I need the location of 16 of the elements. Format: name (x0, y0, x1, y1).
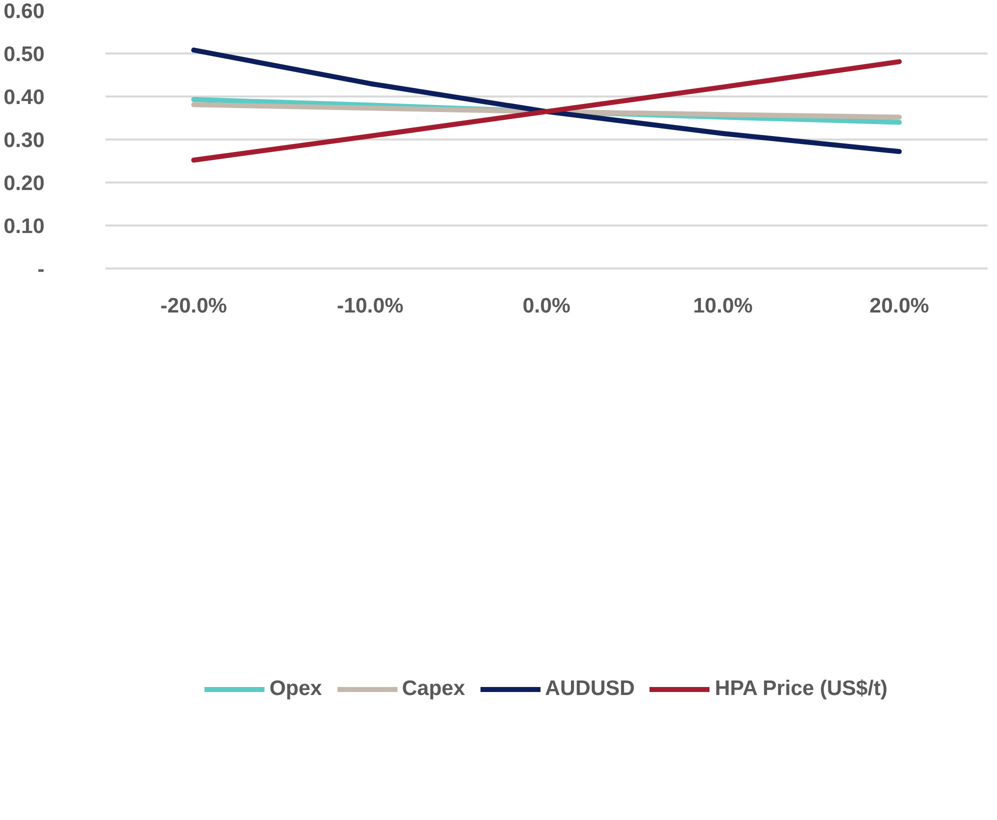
y-tick-label: 0.60 (4, 0, 45, 23)
y-tick-label: 0.50 (4, 43, 45, 66)
y-tick-label: 0.40 (4, 86, 45, 109)
x-tick-label: -20.0% (160, 294, 228, 318)
y-tick-label: - (38, 258, 45, 281)
x-tick-label: 0.0% (522, 294, 571, 318)
x-tick-label: 20.0% (870, 294, 930, 318)
legend-label: Opex (269, 677, 322, 701)
y-tick-label: 0.20 (4, 172, 45, 195)
x-tick-label: 10.0% (693, 294, 753, 318)
legend-label: AUDUSD (545, 677, 635, 701)
x-tick-label: -10.0% (336, 294, 404, 318)
y-tick-label: 0.30 (4, 129, 45, 152)
y-tick-label: 0.10 (4, 215, 45, 238)
legend-label: HPA Price (US$/t) (714, 677, 888, 701)
legend-label: Capex (402, 677, 465, 701)
